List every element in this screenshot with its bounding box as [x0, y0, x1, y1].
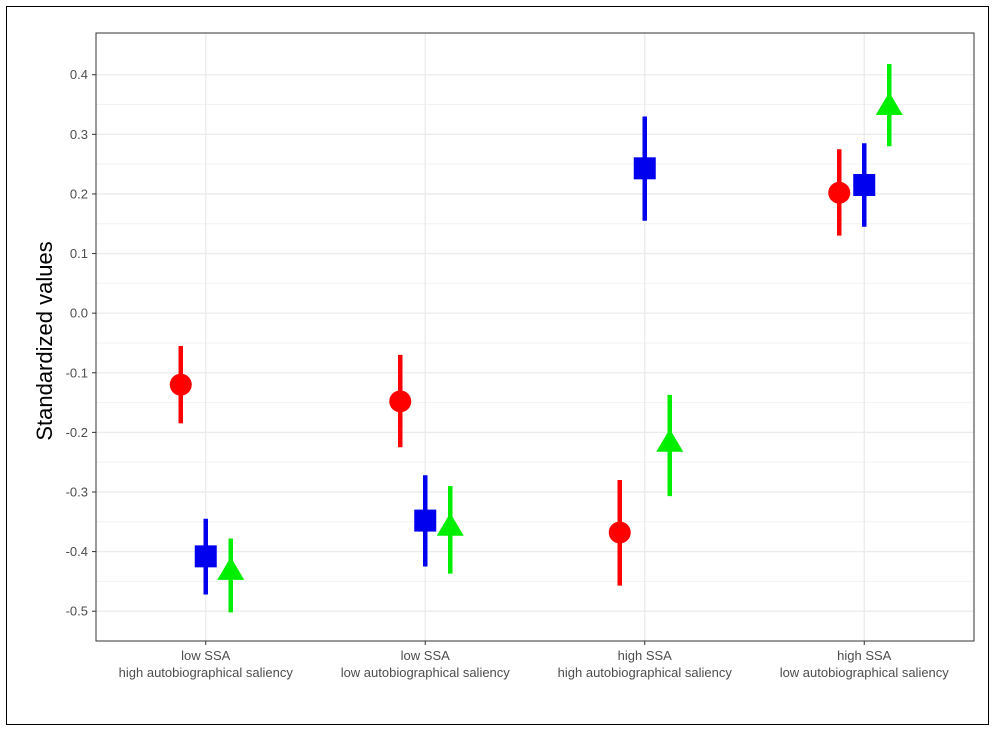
- y-tick-label: 0.4: [70, 67, 88, 82]
- plot-panel-border: [95, 32, 975, 642]
- data-point-square: [633, 157, 656, 180]
- data-point-circle: [169, 373, 192, 396]
- data-point-triangle: [875, 92, 903, 115]
- x-axis: low SSA high autobiographical saliency low…: [119, 641, 950, 680]
- figure-frame: [6, 6, 989, 725]
- data-point-triangle: [217, 557, 245, 580]
- y-axis: -0.5 -0.4 -0.3 -0.2 -0.1 0.0 0.1 0.2 0.3 0.4: [66, 67, 96, 619]
- y-tick-label: 0.1: [70, 246, 88, 261]
- y-tick-label: 0.2: [70, 186, 88, 201]
- x-tick-label-line1: low SSA: [181, 648, 230, 663]
- data-layer: [169, 63, 903, 613]
- y-tick-label: -0.5: [66, 604, 88, 619]
- y-tick-label: 0.0: [70, 306, 88, 321]
- x-tick-label-line2: high autobiographical saliency: [119, 665, 294, 680]
- y-tick-label: -0.1: [66, 365, 88, 380]
- x-tick-label-line2: low autobiographical saliency: [780, 665, 950, 680]
- x-tick-label-line2: low autobiographical saliency: [341, 665, 511, 680]
- x-tick-label-line1: low SSA: [401, 648, 450, 663]
- data-point-square: [853, 174, 876, 196]
- y-tick-label: 0.3: [70, 127, 88, 142]
- data-point-circle: [608, 521, 631, 544]
- data-point-circle: [828, 181, 851, 204]
- grid-layer: [96, 33, 974, 641]
- x-tick-label-line1: high SSA: [837, 648, 892, 663]
- data-point-square: [194, 545, 217, 568]
- data-point-square: [414, 509, 437, 532]
- data-point-triangle: [436, 512, 464, 536]
- x-tick-label-line1: high SSA: [618, 648, 673, 663]
- data-point-triangle: [656, 428, 684, 452]
- y-tick-label: -0.2: [66, 425, 88, 440]
- y-axis-label: Standardized values: [32, 241, 57, 440]
- data-point-circle: [389, 390, 412, 413]
- x-tick-label-line2: high autobiographical saliency: [558, 665, 733, 680]
- y-tick-label: -0.4: [66, 544, 88, 559]
- y-tick-label: -0.3: [66, 484, 88, 499]
